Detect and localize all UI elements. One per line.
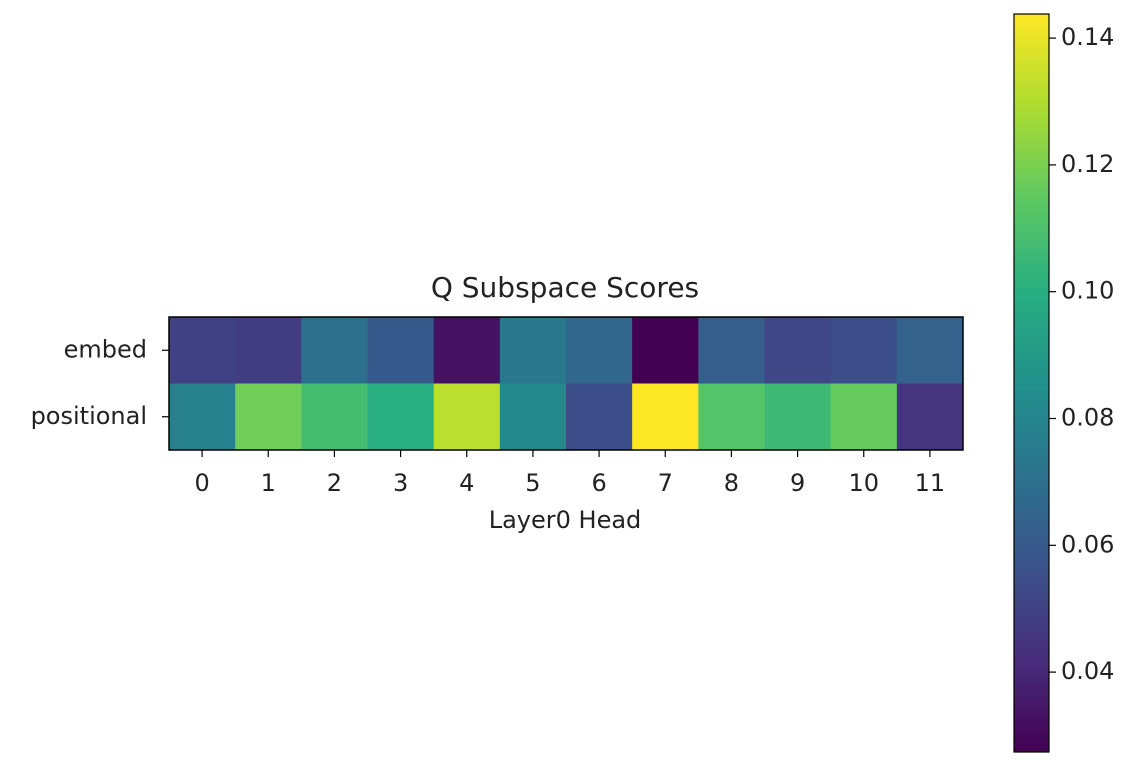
x-tick-label: 7 <box>658 469 673 497</box>
heatmap-cell <box>698 317 765 384</box>
plot-frame <box>168 316 964 451</box>
colorbar-tick-label: 0.04 <box>1061 657 1114 685</box>
heatmap-cell <box>566 317 633 384</box>
colorbar-tick-label: 0.06 <box>1061 530 1114 558</box>
chart-title: Q Subspace Scores <box>431 271 699 304</box>
heatmap-cell <box>433 317 501 384</box>
heatmap-cell <box>830 317 898 384</box>
heatmap-cell <box>499 317 567 384</box>
colorbar-tick-label: 0.12 <box>1061 150 1114 178</box>
heatmap-cell <box>235 317 302 384</box>
x-tick-label: 11 <box>915 469 946 497</box>
x-axis-label: Layer0 Head <box>489 506 642 534</box>
x-tick-label: 4 <box>459 469 474 497</box>
y-tick-label: positional <box>31 402 147 430</box>
heatmap-cell <box>169 317 236 384</box>
heatmap-cell <box>367 317 435 384</box>
x-tick-label: 8 <box>724 469 739 497</box>
heatmap-cell <box>896 383 964 451</box>
x-tick-label: 2 <box>327 469 342 497</box>
x-tick-label: 10 <box>848 469 879 497</box>
y-tick-label: embed <box>64 335 147 363</box>
heatmap-cell <box>499 383 567 451</box>
heatmap-cell <box>433 383 501 451</box>
heatmap-cell <box>235 383 302 451</box>
x-tick-label: 5 <box>525 469 540 497</box>
heatmap-cell <box>896 317 964 384</box>
heatmap-cell <box>632 383 699 451</box>
heatmap-cell <box>301 383 368 451</box>
heatmap-cell <box>367 383 435 451</box>
x-tick-label: 1 <box>261 469 276 497</box>
x-tick-label: 6 <box>591 469 606 497</box>
heatmap-cell <box>169 383 236 451</box>
heatmap-cell <box>301 317 368 384</box>
colorbar-tick-label: 0.14 <box>1061 23 1114 51</box>
heatmap-cell <box>698 383 765 451</box>
heatmap-cell <box>764 383 832 451</box>
heatmap-cell <box>764 317 832 384</box>
x-tick-label: 0 <box>194 469 209 497</box>
heatmap-cell <box>830 383 898 451</box>
colorbar-tick-label: 0.10 <box>1061 277 1114 305</box>
colorbar <box>1013 13 1050 753</box>
heatmap-cell <box>632 317 699 384</box>
x-tick-label: 3 <box>393 469 408 497</box>
heatmap-cell <box>566 383 633 451</box>
x-tick-label: 9 <box>790 469 805 497</box>
colorbar-tick-label: 0.08 <box>1061 404 1114 432</box>
